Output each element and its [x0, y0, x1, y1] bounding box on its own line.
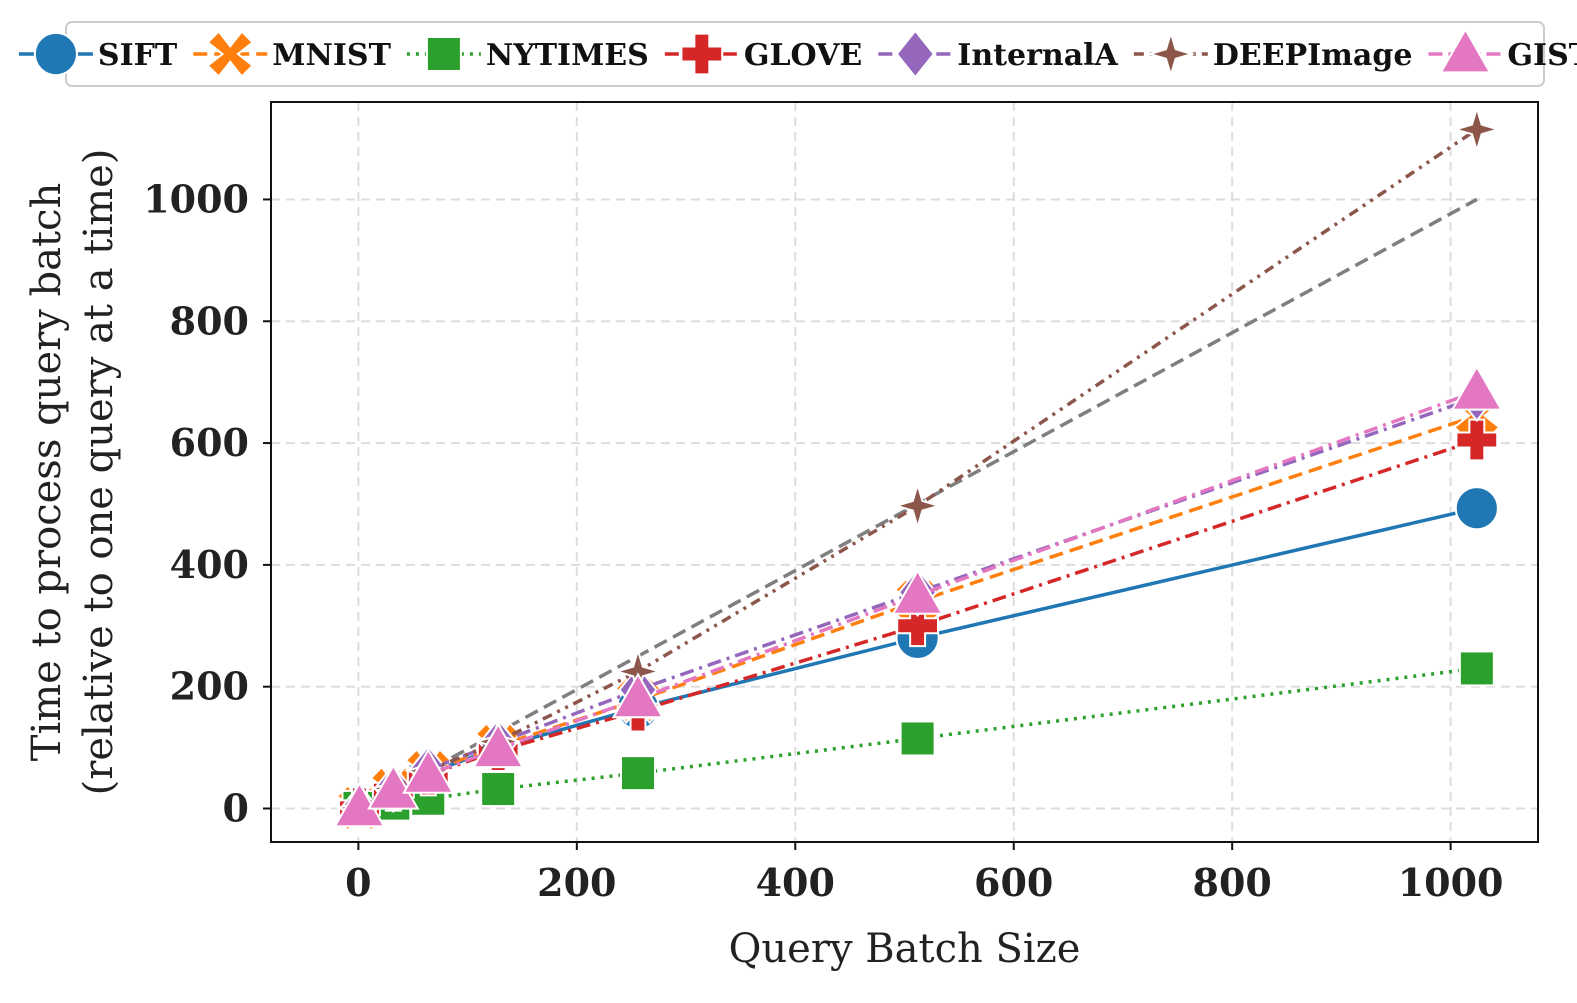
point-nytimes-512: [899, 720, 936, 757]
legend-marker-glove: [680, 32, 724, 76]
series-gist: [333, 364, 1504, 828]
y-ticks: 0 200 400 600 800 1000: [143, 176, 271, 831]
point-gist-1024: [1450, 364, 1504, 411]
point-deepimage-512: [892, 481, 943, 531]
point-gist-256: [611, 672, 665, 719]
legend-marker-mnist: [206, 30, 255, 78]
y-axis-label: Time to process query batch (relative to…: [24, 149, 122, 796]
legend-marker-sift: [33, 31, 78, 77]
y-tick-label-600: 600: [170, 420, 249, 465]
x-ticks: 0 200 400 600 800 1000: [345, 842, 1504, 905]
series-layer: [333, 104, 1504, 833]
legend-marker-deepimage: [1146, 29, 1196, 79]
plot-frame: [270, 101, 1539, 843]
legend-item-sift: SIFT: [18, 31, 178, 77]
legend-marker-internala: [895, 29, 936, 79]
y-axis-label-line1: Time to process query batch: [24, 183, 70, 761]
legend: SIFT MNIST NYTIMES GLOVE InternalA DEEPImage G…: [18, 21, 1577, 87]
series-line-deepimage: [358, 127, 1478, 810]
legend-item-glove: GLOVE: [664, 32, 862, 76]
point-nytimes-128: [480, 771, 517, 808]
legend-item-nytimes: NYTIMES: [406, 36, 649, 73]
x-tick-label-200: 200: [537, 860, 616, 905]
x-tick-label-0: 0: [345, 860, 371, 905]
y-tick-label-1000: 1000: [143, 176, 249, 221]
legend-marker-gist: [1439, 27, 1492, 74]
point-glove-512: [896, 604, 940, 648]
x-tick-label-800: 800: [1193, 860, 1272, 905]
legend-item-deepimage: DEEPImage: [1133, 29, 1413, 79]
legend-label-nytimes: NYTIMES: [486, 38, 649, 73]
point-sift-1024: [1454, 486, 1499, 531]
y-tick-label-400: 400: [170, 542, 249, 587]
y-tick-label-0: 0: [223, 786, 249, 831]
x-tick-label-1000: 1000: [1398, 860, 1504, 905]
point-deepimage-1024: [1452, 104, 1502, 155]
point-nytimes-1024: [1458, 650, 1495, 687]
legend-label-internala: InternalA: [957, 38, 1118, 73]
legend-label-sift: SIFT: [98, 38, 178, 73]
point-gist-128: [471, 722, 525, 769]
point-gist-64: [402, 747, 455, 794]
point-gist-32: [367, 763, 420, 810]
y-axis-label-line2: (relative to one query at a time): [76, 149, 122, 796]
legend-label-deepimage: DEEPImage: [1213, 38, 1413, 73]
point-nytimes-256: [619, 755, 656, 792]
y-tick-label-200: 200: [170, 664, 249, 709]
y-tick-label-800: 800: [170, 298, 249, 343]
x-axis-label: Query Batch Size: [729, 926, 1081, 972]
legend-label-glove: GLOVE: [744, 38, 862, 73]
legend-item-gist: GIST: [1428, 27, 1577, 74]
legend-item-mnist: MNIST: [193, 30, 392, 78]
legend-label-mnist: MNIST: [272, 38, 391, 73]
legend-item-internala: InternalA: [878, 29, 1119, 79]
legend-marker-nytimes: [425, 36, 462, 72]
legend-label-gist: GIST: [1507, 38, 1577, 73]
x-tick-label-600: 600: [974, 860, 1053, 905]
point-glove-1024: [1455, 418, 1499, 462]
point-gist-512: [891, 568, 944, 615]
x-tick-label-400: 400: [756, 860, 835, 905]
